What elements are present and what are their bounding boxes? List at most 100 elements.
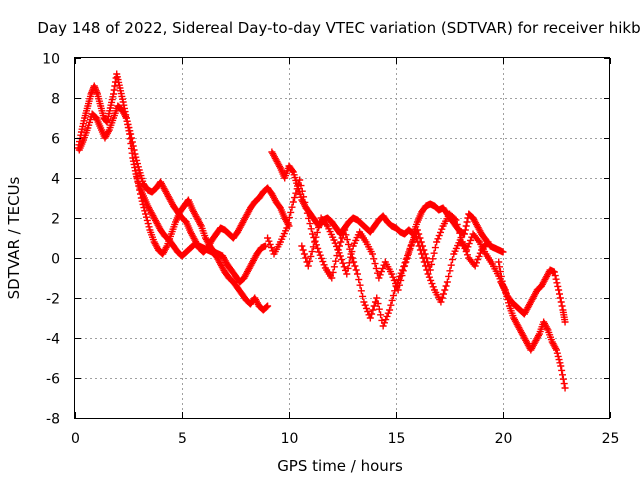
- data-point: [309, 230, 317, 238]
- data-point: [503, 292, 511, 300]
- data-point: [558, 302, 566, 310]
- data-point: [302, 204, 310, 212]
- data-point: [496, 263, 504, 271]
- data-point: [122, 112, 130, 120]
- data-point: [297, 182, 305, 190]
- data-point: [375, 274, 383, 282]
- data-point: [141, 207, 149, 215]
- data-point: [261, 242, 269, 250]
- data-point: [307, 225, 315, 233]
- data-point: [133, 156, 141, 164]
- data-point: [447, 261, 455, 269]
- data-point: [435, 232, 443, 240]
- data-point: [410, 236, 418, 244]
- data-point: [462, 222, 470, 230]
- data-point: [445, 272, 453, 280]
- data-point: [361, 301, 369, 309]
- data-point: [306, 220, 314, 228]
- data-markers: [74, 70, 569, 392]
- data-point: [429, 283, 437, 291]
- data-point: [334, 246, 342, 254]
- data-point: [320, 261, 328, 269]
- data-point: [314, 244, 322, 252]
- y-tick-label: -2: [46, 292, 60, 308]
- data-point: [348, 248, 356, 256]
- y-tick-label: 2: [51, 212, 60, 228]
- data-point: [312, 233, 320, 241]
- data-point: [466, 236, 474, 244]
- data-point: [145, 223, 153, 231]
- data-point: [437, 228, 445, 236]
- data-point: [331, 239, 339, 247]
- data-point: [425, 273, 433, 281]
- data-point: [376, 271, 384, 279]
- data-point: [304, 262, 312, 270]
- data-point: [375, 305, 383, 313]
- data-point: [463, 251, 471, 259]
- x-tick-label: 10: [281, 431, 299, 447]
- data-point: [289, 198, 297, 206]
- data-point: [558, 371, 566, 379]
- data-point: [551, 272, 559, 280]
- data-point: [475, 252, 483, 260]
- data-point: [338, 234, 346, 242]
- data-point: [276, 162, 284, 170]
- data-point: [133, 174, 141, 182]
- data-point: [560, 380, 568, 388]
- data-point: [296, 176, 304, 184]
- data-point: [285, 214, 293, 222]
- data-point: [440, 290, 448, 298]
- data-point: [137, 194, 145, 202]
- data-point: [463, 218, 471, 226]
- plot-frame: [74, 57, 610, 419]
- data-point: [125, 124, 133, 132]
- data-point: [453, 220, 461, 228]
- data-point: [476, 249, 484, 257]
- data-point: [416, 234, 424, 242]
- data-point: [293, 185, 301, 193]
- data-point: [267, 244, 275, 252]
- data-point: [370, 302, 378, 310]
- x-tick-labels: 0 5 10 15 20 25: [71, 431, 619, 447]
- data-point: [299, 246, 307, 254]
- data-point: [264, 302, 272, 310]
- data-point: [465, 240, 473, 248]
- data-point: [142, 213, 150, 221]
- data-point: [356, 281, 364, 289]
- data-point: [291, 194, 299, 202]
- data-point: [446, 267, 454, 275]
- data-point: [399, 267, 407, 275]
- data-point: [554, 282, 562, 290]
- data-point: [422, 254, 430, 262]
- data-point: [433, 238, 441, 246]
- data-point: [347, 253, 355, 261]
- data-point: [300, 250, 308, 258]
- data-point: [499, 248, 507, 256]
- data-point: [460, 230, 468, 238]
- data-point: [265, 237, 273, 245]
- y-tick-label: 0: [51, 252, 60, 268]
- data-point: [379, 264, 387, 272]
- data-point: [309, 243, 317, 251]
- data-point: [390, 276, 398, 284]
- data-point: [127, 134, 135, 142]
- data-point: [389, 292, 397, 300]
- data-point: [458, 238, 466, 246]
- data-point: [364, 308, 372, 316]
- data-point: [162, 244, 170, 252]
- data-point: [403, 254, 411, 262]
- data-point: [556, 359, 564, 367]
- data-point: [332, 257, 340, 265]
- data-point: [391, 287, 399, 295]
- data-point: [336, 252, 344, 260]
- data-point: [430, 249, 438, 257]
- data-point: [472, 259, 480, 267]
- data-point: [136, 186, 144, 194]
- data-point: [413, 226, 421, 234]
- data-point: [501, 286, 509, 294]
- data-point: [343, 236, 351, 244]
- data-point: [553, 349, 561, 357]
- data-point: [288, 167, 296, 175]
- data-point: [483, 240, 491, 248]
- data-point: [196, 220, 204, 228]
